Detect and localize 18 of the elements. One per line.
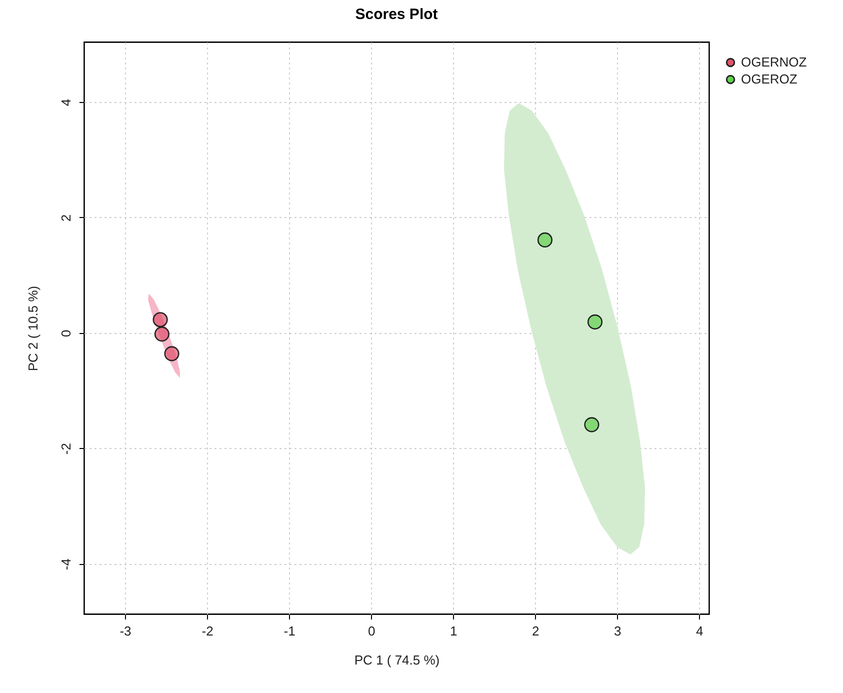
- y-tick-label: -2: [58, 443, 74, 455]
- y-tick-label: 2: [58, 214, 74, 222]
- x-tick-label: -3: [120, 624, 132, 638]
- x-tick-label: -1: [284, 624, 296, 638]
- x-tick-label: 4: [696, 624, 704, 638]
- y-tick-label: -4: [58, 558, 74, 570]
- x-axis-title: PC 1 ( 74.5 %): [354, 652, 440, 668]
- legend-label: OGEROZ: [741, 72, 798, 86]
- chart-title: Scores Plot: [355, 6, 438, 23]
- x-tick-label: 2: [532, 624, 540, 638]
- x-tick-label: -2: [202, 624, 214, 638]
- x-tick-label: 1: [450, 624, 458, 638]
- y-axis-title: PC 2 ( 10.5 %): [26, 286, 40, 372]
- legend-label: OGERNOZ: [741, 54, 807, 70]
- y-tick-label: 4: [58, 98, 74, 106]
- x-tick-label: 3: [614, 624, 622, 638]
- x-tick-label: 0: [368, 624, 376, 638]
- y-tick-label: 0: [58, 330, 74, 338]
